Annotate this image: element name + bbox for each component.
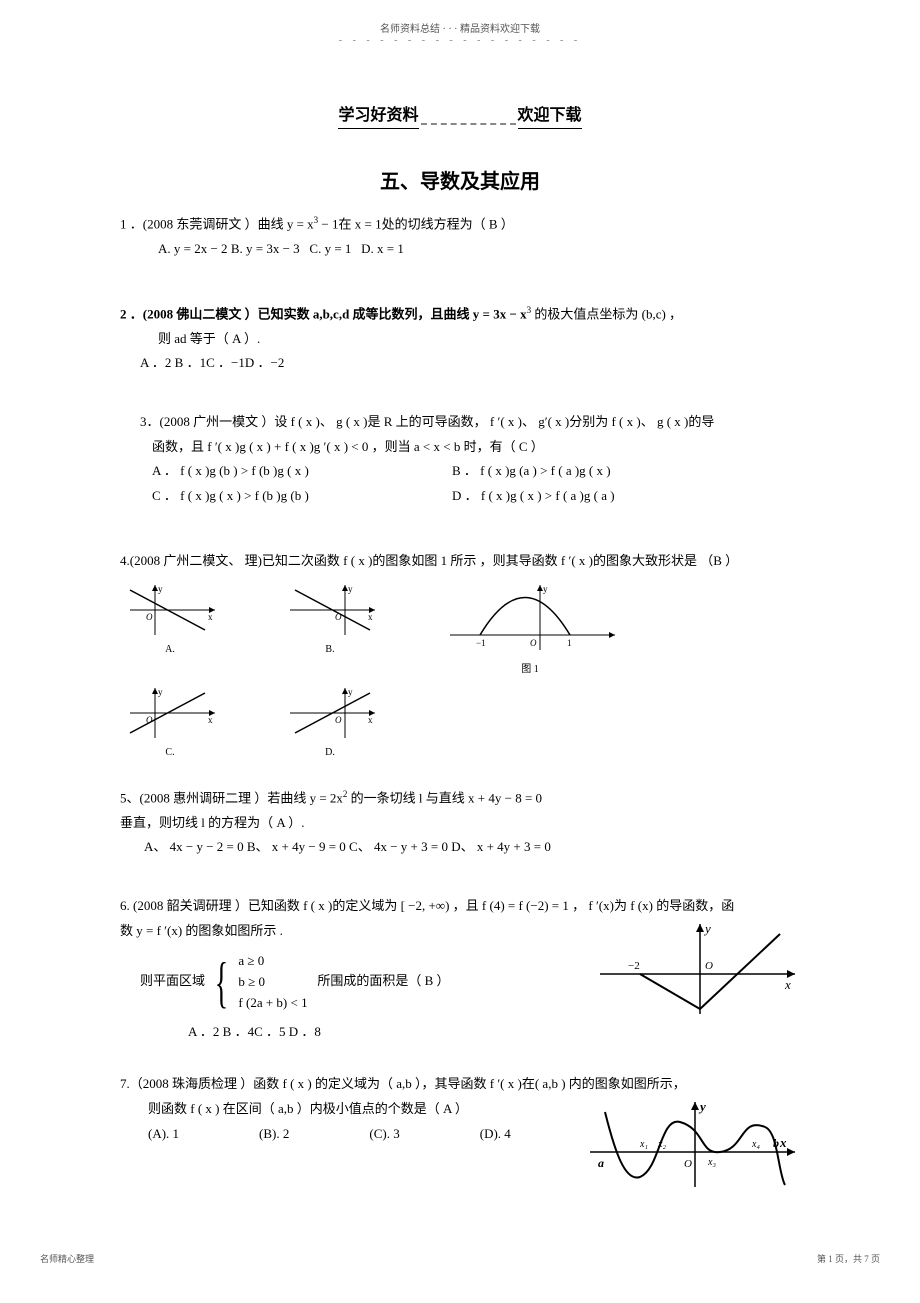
q4-opt-b-graph: y x O B. <box>280 580 380 659</box>
q1-line1: 1 ．(2008 东莞调研文 ）曲线 y = x3 − 1在 x = 1处的切线… <box>120 212 800 237</box>
problem-1: 1 ．(2008 东莞调研文 ）曲线 y = x3 − 1在 x = 1处的切线… <box>120 212 800 262</box>
svg-text:y: y <box>703 921 711 936</box>
svg-text:x: x <box>208 612 213 622</box>
svg-text:1: 1 <box>567 638 572 648</box>
brace-icon: { <box>215 955 228 1011</box>
q4-figure-1: −1 1 O y 图 1 <box>440 580 620 679</box>
svg-text:O: O <box>146 715 153 725</box>
footer-left: 名师精心整理 <box>40 1252 94 1265</box>
problem-2: 2 ．(2008 佛山二模文 ）已知实数 a,b,c,d 成等比数列，且曲线 y… <box>120 302 800 376</box>
problem-4: 4.(2008 广州二模文、 理)已知二次函数 f ( x )的图象如图 1 所… <box>120 549 800 762</box>
q4-figures-row1: y x O A. y x O B. <box>120 580 800 679</box>
q6-graph: y x −2 O <box>580 919 800 1019</box>
q2-options: A ．2 B ．1C ．−1D ．−2 <box>120 351 800 376</box>
svg-text:x: x <box>368 612 373 622</box>
svg-text:a: a <box>598 1156 604 1170</box>
q3-row1: A ． f ( x )g (b ) > f (b )g ( x ) B ． f … <box>120 459 800 484</box>
problem-6: 6. (2008 韶关调研理 ）已知函数 f ( x )的定义域为 [ −2, … <box>120 894 800 1044</box>
svg-text:y: y <box>698 1099 706 1114</box>
problem-3: 3．(2008 广州一模文 ）设 f ( x )、 g ( x )是 R 上的可… <box>120 410 800 509</box>
content: 五、导数及其应用 1 ．(2008 东莞调研文 ）曲线 y = x3 − 1在 … <box>0 165 920 1232</box>
page-title: 五、导数及其应用 <box>120 165 800 194</box>
svg-text:−2: −2 <box>628 960 640 972</box>
q7-line2: 则函数 f ( x ) 在区间（ a,b ）内极小值点的个数是（ A ） <box>120 1097 580 1122</box>
q6-options: A ．2 B ．4C ．5 D ．8 <box>120 1020 580 1045</box>
q1-options: A. y = 2x − 2 B. y = 3x − 3 C. y = 1 D. … <box>120 237 800 262</box>
svg-text:y: y <box>348 584 353 594</box>
q5-line1: 5、(2008 惠州调研二理 ）若曲线 y = 2x2 的一条切线 l 与直线 … <box>120 786 800 811</box>
q2-line2: 则 ad 等于（ A ）. <box>120 327 800 352</box>
q3-line1: 3．(2008 广州一模文 ）设 f ( x )、 g ( x )是 R 上的可… <box>120 410 800 435</box>
q5-options: A、 4x − y − 2 = 0 B、 x + 4y − 9 = 0 C、 4… <box>120 835 800 860</box>
svg-text:O: O <box>335 612 342 622</box>
header-right: 欢迎下载 <box>518 107 582 129</box>
svg-text:y: y <box>348 687 353 697</box>
header-line: 学习好资料欢迎下载 <box>0 101 920 125</box>
svg-text:y: y <box>158 584 163 594</box>
svg-text:x: x <box>208 715 213 725</box>
q6-line1: 6. (2008 韶关调研理 ）已知函数 f ( x )的定义域为 [ −2, … <box>120 894 800 919</box>
q6-region: 则平面区域 { a ≥ 0 b ≥ 0 f (2a + b) < 1 所围成的面… <box>120 951 580 1013</box>
q6-system: a ≥ 0 b ≥ 0 f (2a + b) < 1 <box>238 951 307 1013</box>
footer: 名师精心整理 第 1 页，共 7 页 <box>0 1232 920 1285</box>
svg-text:x: x <box>368 715 373 725</box>
q4-opt-c-graph: y x O C. <box>120 683 220 762</box>
svg-text:y: y <box>158 687 163 697</box>
svg-text:x₄: x₄ <box>751 1139 760 1150</box>
svg-text:O: O <box>335 715 342 725</box>
top-banner-text: 名师资料总结 · · · 精品资料欢迎下载 <box>0 20 920 35</box>
footer-right: 第 1 页，共 7 页 <box>817 1252 880 1265</box>
q4-opt-a-graph: y x O A. <box>120 580 220 659</box>
q4-figures-row2: y x O C. y x O D. <box>120 683 800 762</box>
svg-text:−1: −1 <box>476 638 486 648</box>
problem-5: 5、(2008 惠州调研二理 ）若曲线 y = 2x2 的一条切线 l 与直线 … <box>120 786 800 860</box>
q7-line1: 7.（2008 珠海质检理 ）函数 f ( x ) 的定义域为（ a,b ），其… <box>120 1072 800 1097</box>
svg-text:b: b <box>773 1136 779 1150</box>
svg-text:x₃: x₃ <box>707 1157 716 1168</box>
svg-text:O: O <box>705 960 713 972</box>
q2-line1: 2 ．(2008 佛山二模文 ）已知实数 a,b,c,d 成等比数列，且曲线 y… <box>120 302 800 327</box>
top-banner: 名师资料总结 · · · 精品资料欢迎下载 - - - - - - - - - … <box>0 0 920 46</box>
svg-text:y: y <box>543 584 548 594</box>
top-banner-dashes: - - - - - - - - - - - - - - - - - - <box>0 35 920 46</box>
q7-graph: y x a b O x₁ x₂ x₃ x₄ <box>580 1097 800 1192</box>
svg-text:x: x <box>779 1135 787 1150</box>
svg-text:x₂: x₂ <box>657 1139 666 1150</box>
q7-options: (A). 1 (B). 2 (C). 3 (D). 4 <box>120 1122 580 1147</box>
svg-text:x₁: x₁ <box>639 1139 648 1150</box>
svg-text:O: O <box>146 612 153 622</box>
q3-line2: 函数，且 f ′( x )g ( x ) + f ( x )g ′( x ) <… <box>120 435 800 460</box>
q4-line1: 4.(2008 广州二模文、 理)已知二次函数 f ( x )的图象如图 1 所… <box>120 549 800 574</box>
q6-line2: 数 y = f ′(x) 的图象如图所示 . <box>120 919 580 944</box>
header-gap <box>421 123 516 125</box>
svg-text:O: O <box>530 638 537 648</box>
q5-line2: 垂直，则切线 l 的方程为（ A ）. <box>120 811 800 836</box>
svg-text:O: O <box>684 1158 692 1170</box>
header-left: 学习好资料 <box>338 107 418 129</box>
problem-7: 7.（2008 珠海质检理 ）函数 f ( x ) 的定义域为（ a,b ），其… <box>120 1072 800 1192</box>
q4-opt-d-graph: y x O D. <box>280 683 380 762</box>
q3-row2: C ． f ( x )g ( x ) > f (b )g (b ) D ． f … <box>120 484 800 509</box>
svg-text:x: x <box>784 977 791 992</box>
